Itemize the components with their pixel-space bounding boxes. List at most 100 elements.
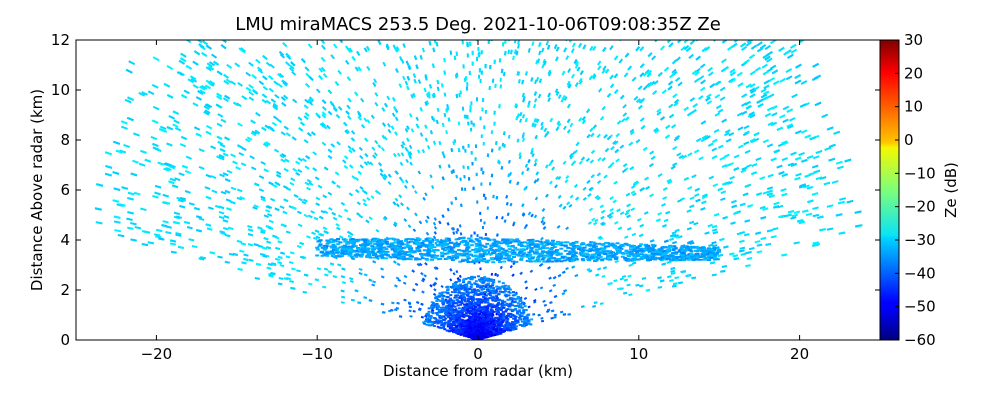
radar-gate	[365, 219, 370, 224]
near-radar-gate	[437, 326, 441, 329]
near-radar-gate	[508, 298, 512, 301]
cloud-gate	[717, 248, 722, 251]
radar-gate	[597, 60, 602, 66]
radar-gate	[394, 131, 398, 136]
radar-gate	[443, 112, 447, 118]
cloud-gate	[429, 239, 434, 242]
radar-gate	[457, 121, 461, 126]
radar-gate	[570, 48, 575, 54]
cloud-gate	[627, 258, 632, 261]
cloud-gate	[489, 246, 494, 248]
radar-gate	[372, 280, 377, 284]
radar-gate	[249, 155, 255, 160]
cloud-gate	[570, 259, 575, 262]
radar-gate	[470, 120, 473, 125]
cloud-gate	[485, 242, 490, 245]
radar-gate	[120, 120, 128, 125]
cloud-gate	[536, 256, 541, 259]
radar-gate	[366, 65, 371, 71]
radar-gate	[446, 106, 450, 111]
cloud-gate	[518, 250, 523, 253]
radar-gate	[425, 100, 430, 105]
radar-gate	[599, 302, 604, 305]
radar-gate	[568, 203, 573, 208]
cloud-gate	[626, 244, 631, 247]
radar-gate	[213, 60, 220, 66]
radar-gate	[781, 173, 788, 178]
cloud-gate	[338, 241, 343, 244]
radar-gate	[387, 128, 392, 134]
radar-gate	[130, 172, 138, 177]
radar-gate	[503, 219, 507, 223]
radar-gate	[184, 170, 192, 174]
radar-gate	[794, 176, 801, 181]
cloud-gate	[672, 257, 676, 260]
radar-gate	[601, 274, 606, 278]
cloud-gate	[538, 253, 543, 255]
radar-gate	[216, 92, 223, 98]
radar-gate	[381, 107, 386, 112]
radar-gate	[495, 215, 499, 220]
cloud-gate	[367, 252, 372, 255]
radar-gate	[190, 77, 197, 83]
cloud-gate	[568, 250, 573, 253]
radar-gate	[826, 227, 834, 231]
radar-gate	[659, 116, 666, 121]
cloud-gate	[557, 258, 562, 260]
radar-gate	[134, 226, 142, 230]
cloud-gate	[716, 250, 721, 253]
radar-gate	[773, 205, 780, 209]
radar-gate	[210, 175, 217, 179]
radar-gate	[624, 211, 630, 216]
radar-gate	[400, 179, 405, 184]
radar-gate	[723, 66, 729, 71]
radar-gate	[426, 145, 431, 150]
radar-gate	[228, 252, 235, 256]
radar-gate	[177, 198, 184, 203]
cloud-gate	[673, 259, 678, 262]
radar-gate	[631, 232, 637, 237]
radar-gate	[152, 142, 159, 148]
radar-gate	[473, 231, 476, 235]
cloud-gate	[596, 257, 601, 260]
cloud-gate	[596, 248, 601, 251]
cloud-gate	[696, 248, 701, 251]
cloud-gate	[657, 249, 662, 252]
radar-gate	[291, 136, 297, 141]
cloud-gate	[450, 250, 455, 253]
cloud-gate	[403, 246, 408, 249]
radar-gate	[574, 63, 579, 69]
radar-gate	[672, 240, 677, 245]
radar-gate	[714, 80, 721, 86]
cloud-gate	[367, 255, 372, 257]
radar-gate	[351, 147, 356, 153]
radar-gate	[405, 60, 410, 66]
radar-gate	[747, 204, 754, 208]
cloud-gate	[414, 258, 418, 261]
cloud-gate	[459, 254, 464, 257]
cloud-gate	[448, 250, 453, 253]
radar-gate	[260, 228, 266, 233]
radar-gate	[204, 186, 211, 190]
cloud-gate	[578, 252, 583, 255]
cloud-gate	[496, 240, 501, 243]
cloud-gate	[689, 252, 694, 255]
radar-gate	[224, 233, 231, 238]
radar-gate	[396, 152, 401, 157]
cloud-gate	[499, 242, 504, 245]
radar-gate	[516, 71, 520, 76]
radar-gate	[501, 41, 505, 47]
radar-gate	[821, 113, 829, 119]
radar-gate	[563, 96, 568, 101]
cloud-gate	[323, 248, 328, 251]
radar-gate	[551, 166, 555, 171]
radar-gate	[336, 184, 341, 189]
radar-gate	[759, 205, 766, 210]
radar-gate	[799, 184, 806, 189]
cloud-gate	[478, 258, 483, 261]
radar-gate	[693, 149, 700, 154]
radar-gate	[222, 97, 229, 103]
radar-gate	[223, 79, 230, 85]
cloud-gate	[393, 241, 398, 244]
radar-gate	[327, 270, 333, 274]
